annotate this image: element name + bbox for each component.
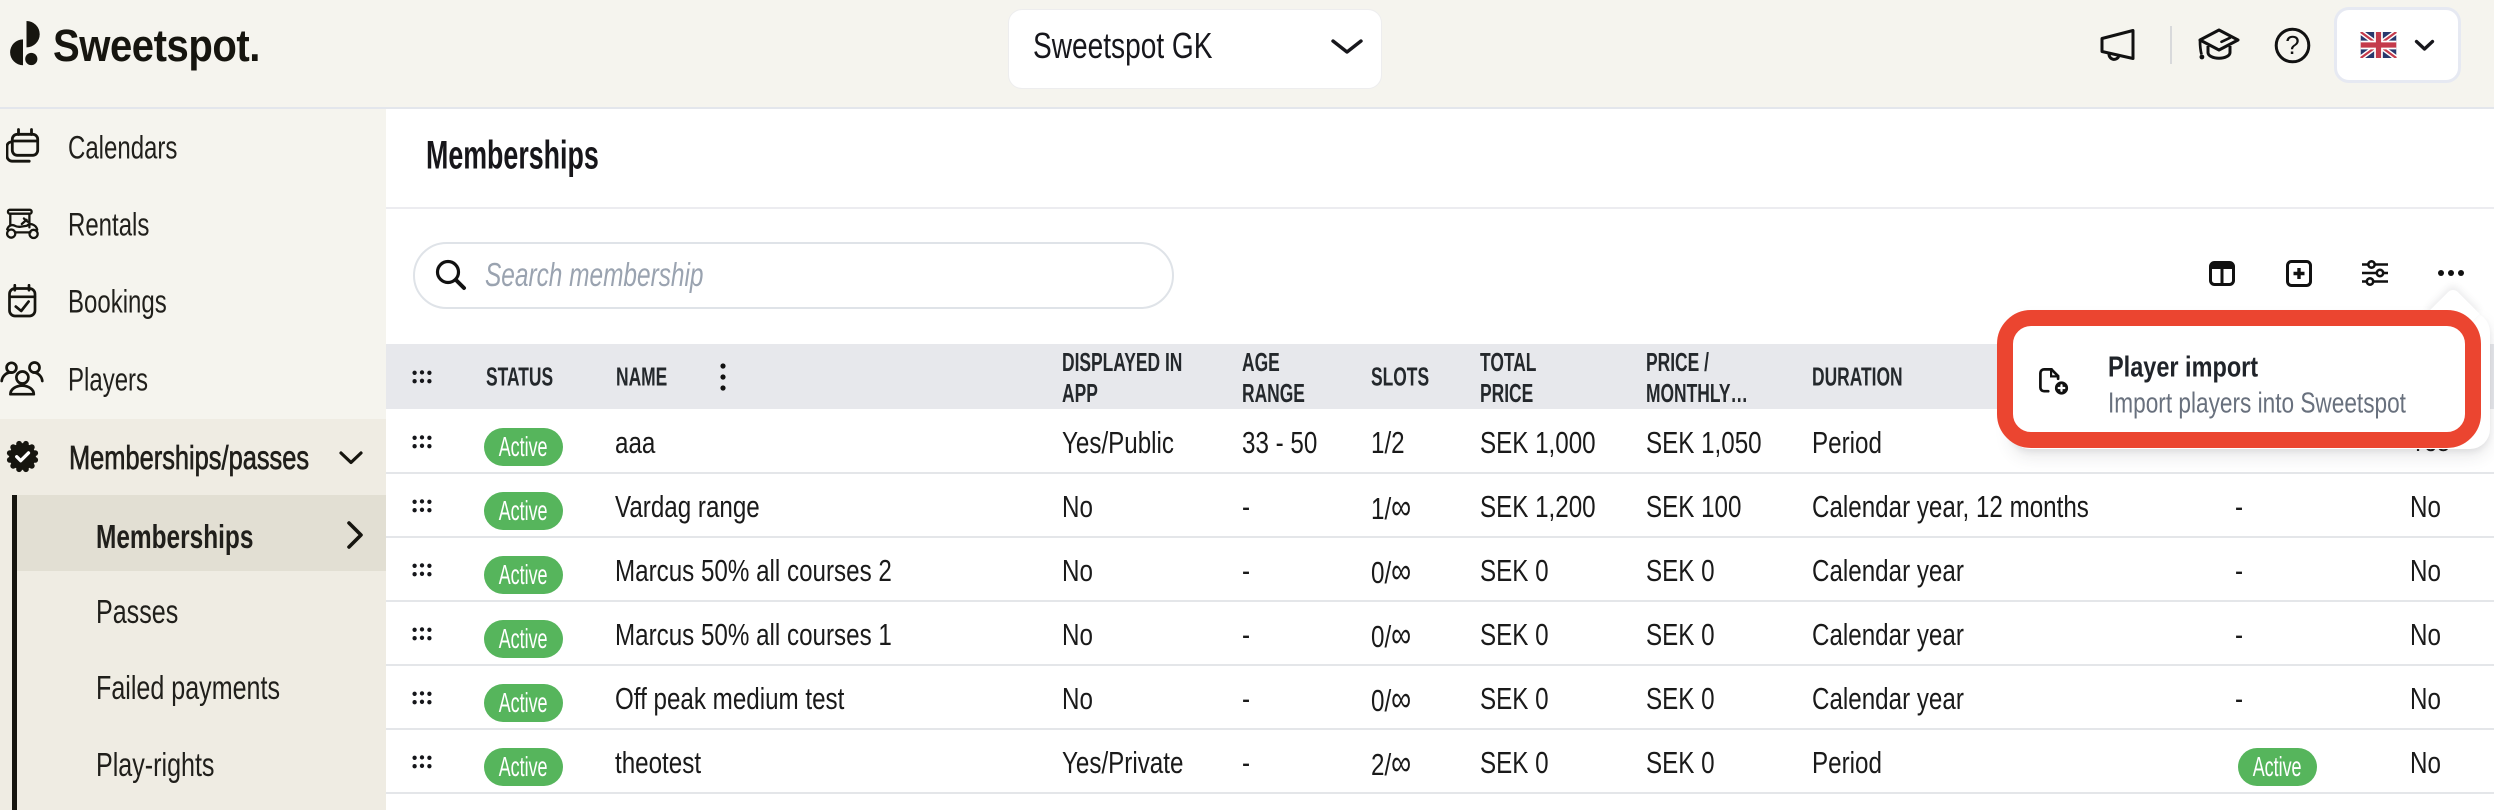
- svg-text:?: ?: [2285, 30, 2299, 60]
